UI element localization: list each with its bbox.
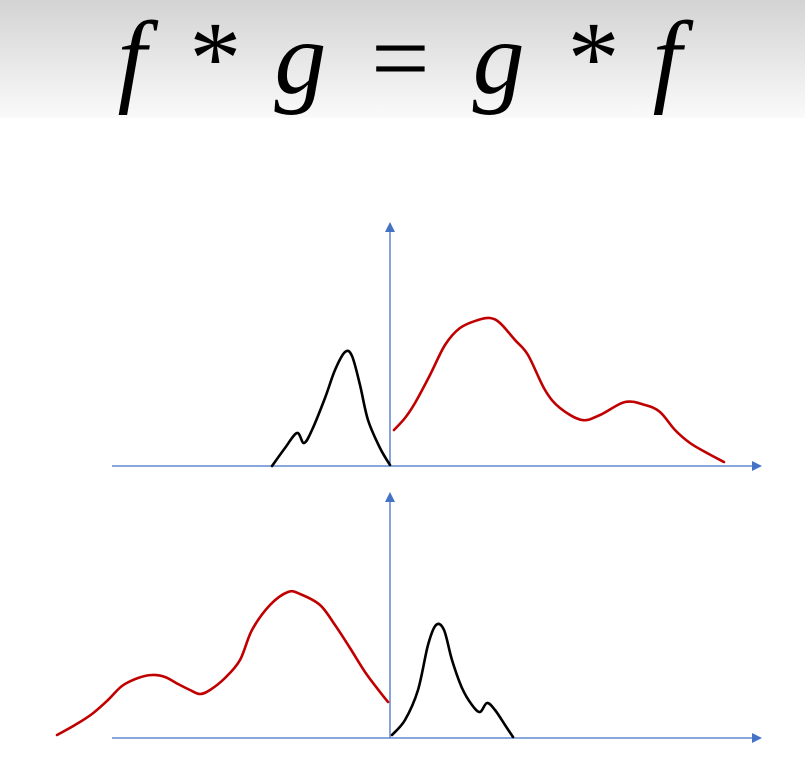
top-red-curve: [392, 316, 726, 464]
bottom-red-curve: [55, 589, 390, 737]
top-black-curve: [270, 349, 392, 468]
top-panel: [112, 222, 762, 471]
bottom-panel: [55, 492, 762, 743]
formula-title: f * g = g * f: [117, 1, 688, 116]
bottom-black-curve: [390, 622, 515, 739]
title-banner: [0, 0, 805, 118]
